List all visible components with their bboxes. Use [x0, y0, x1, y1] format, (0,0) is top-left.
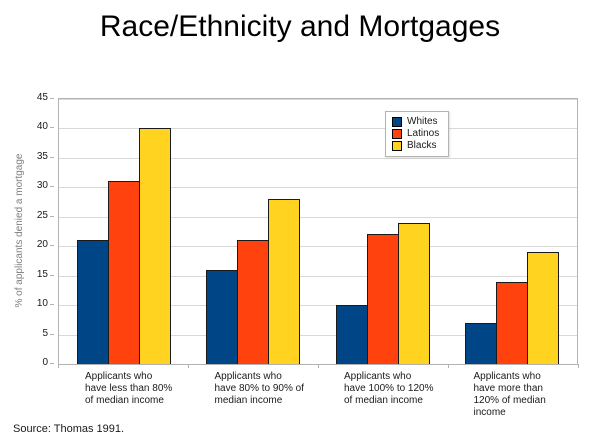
bar-blacks: [527, 252, 560, 364]
x-tick: [578, 364, 579, 368]
category-label-cell: Applicants who have 80% to 90% of median…: [188, 371, 318, 419]
y-tick-label: 0: [42, 357, 48, 368]
category-label: Applicants who have 80% to 90% of median…: [214, 371, 305, 406]
bar-group: [59, 99, 189, 364]
bar-whites: [76, 240, 109, 364]
y-tick-label: 25: [36, 209, 48, 221]
category-label-cell: Applicants who have more than 120% of me…: [447, 371, 577, 419]
legend-swatch-whites: [392, 117, 402, 127]
legend-item: Whites: [392, 116, 439, 128]
x-axis-ticks: [58, 364, 579, 368]
y-tick: [50, 156, 54, 158]
gridline: [59, 187, 577, 189]
x-tick: [188, 364, 189, 368]
y-tick-label: 35: [36, 150, 48, 162]
y-tick: [50, 304, 54, 306]
bar-group: [448, 99, 578, 364]
legend-item: Blacks: [392, 140, 439, 152]
bar-latinos: [237, 240, 270, 364]
legend: Whites Latinos Blacks: [385, 111, 450, 157]
category-label-cell: Applicants who have 100% to 120% of medi…: [317, 371, 447, 419]
bar-groups: [59, 99, 577, 364]
y-tick: [50, 363, 54, 364]
y-tick: [50, 274, 54, 276]
bar-blacks: [397, 222, 430, 364]
source-note: Source: Thomas 1991.: [13, 423, 125, 435]
bar-whites: [465, 322, 498, 364]
legend-item: Latinos: [392, 128, 439, 140]
category-label: Applicants who have 100% to 120% of medi…: [344, 371, 434, 406]
bar-latinos: [496, 281, 529, 364]
category-label-cell: Applicants who have less than 80% of med…: [58, 371, 188, 419]
gridline: [59, 157, 577, 159]
gridline: [59, 128, 577, 130]
x-tick: [448, 364, 449, 368]
x-tick: [318, 364, 319, 368]
gridline: [59, 305, 577, 307]
y-tick: [50, 245, 54, 247]
bar-group: [189, 99, 319, 364]
y-tick-label: 40: [36, 121, 48, 133]
legend-label: Latinos: [407, 128, 440, 139]
y-tick-label: 20: [36, 239, 48, 251]
bar-blacks: [268, 199, 301, 364]
legend-swatch-latinos: [392, 129, 402, 139]
gridline: [59, 334, 577, 336]
gridline: [59, 246, 577, 248]
category-label: Applicants who have more than 120% of me…: [473, 371, 546, 418]
y-tick: [50, 98, 54, 99]
plot-area: [58, 98, 578, 365]
chart-title: Race/Ethnicity and Mortgages: [99, 10, 501, 43]
bar-group: [318, 99, 448, 364]
bar-latinos: [107, 181, 140, 364]
legend-label: Whites: [407, 116, 438, 127]
legend-swatch-blacks: [392, 141, 402, 151]
legend-label: Blacks: [407, 140, 437, 151]
y-tick: [50, 127, 54, 129]
y-tick: [50, 215, 54, 217]
y-tick-label: 10: [36, 298, 48, 310]
gridline: [59, 275, 577, 277]
y-tick-label: 5: [42, 327, 48, 339]
gridline: [59, 99, 577, 100]
x-tick: [58, 364, 59, 368]
bar-whites: [335, 305, 368, 364]
y-tick: [50, 333, 54, 335]
y-tick-label: 30: [36, 180, 48, 192]
category-labels: Applicants who have less than 80% of med…: [58, 371, 576, 419]
bar-whites: [206, 269, 239, 364]
bar-latinos: [366, 234, 399, 364]
y-tick: [50, 186, 54, 188]
category-label: Applicants who have less than 80% of med…: [85, 371, 173, 406]
y-tick-label: 15: [36, 268, 48, 280]
bar-blacks: [138, 128, 171, 364]
y-axis: 0 5 10 15 20 25 30 35 40 45: [0, 92, 54, 368]
y-tick-label: 45: [36, 92, 48, 103]
gridlines: [59, 99, 577, 364]
gridline: [59, 216, 577, 218]
